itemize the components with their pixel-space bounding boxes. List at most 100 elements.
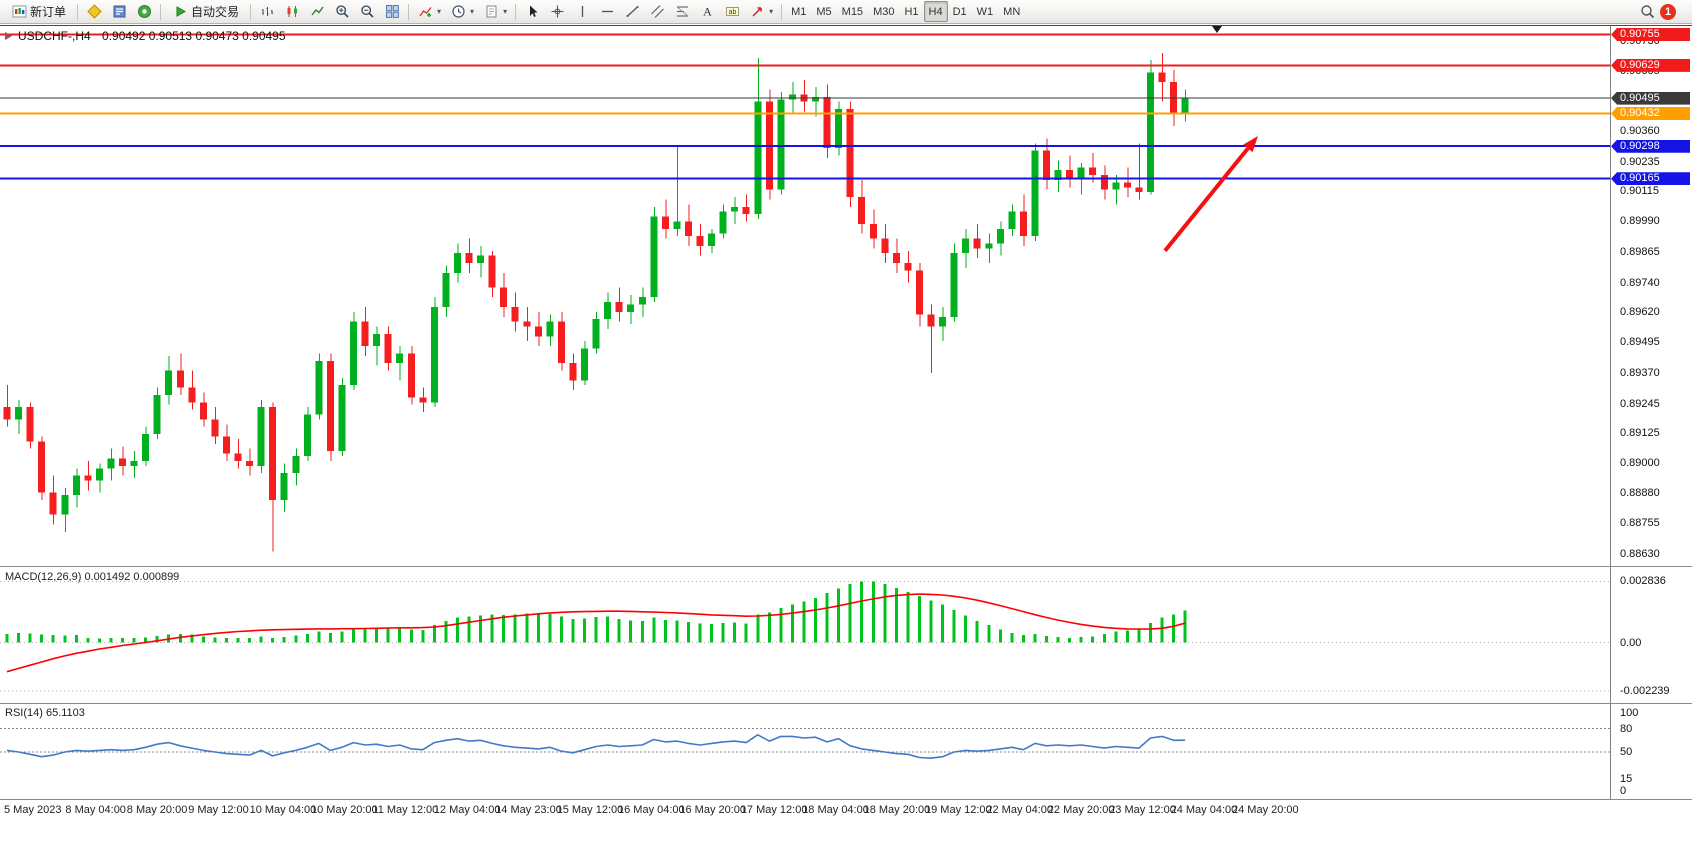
toolbar-separator (781, 3, 783, 20)
rsi-axis-label: 50 (1620, 746, 1633, 758)
text-label-button[interactable]: ab (720, 1, 744, 22)
macd-panel[interactable] (0, 568, 1610, 703)
market-watch-button[interactable] (82, 1, 106, 22)
rsi-axis-label: 0 (1620, 785, 1627, 797)
vertical-line-button[interactable] (570, 1, 594, 22)
candlestick-icon (284, 4, 300, 20)
timeframe-d1-button[interactable]: D1 (948, 1, 972, 22)
chart-window: USDCHF-,H4 0.90492 0.90513 0.90473 0.904… (0, 25, 1692, 861)
new-order-button[interactable]: 新订单 (4, 1, 73, 22)
chevron-down-icon: ▾ (470, 7, 475, 16)
arrows-button[interactable]: ▾ (745, 1, 777, 22)
timeframe-w1-button[interactable]: W1 (972, 1, 999, 22)
timeframe-h4-button[interactable]: H4 (923, 1, 948, 22)
price-chart[interactable] (0, 26, 1610, 566)
price-axis-label: 0.89125 (1620, 426, 1660, 439)
time-axis-label: 23 May 12:00 (1109, 804, 1176, 816)
time-axis-label: 16 May 20:00 (679, 804, 747, 816)
arrow-draw-icon (749, 4, 765, 20)
panel-resize-handle[interactable] (0, 566, 1692, 567)
price-axis-label: 0.89620 (1620, 305, 1660, 318)
rsi-panel[interactable] (0, 705, 1610, 799)
timeframe-mn-button[interactable]: MN (998, 1, 1025, 22)
macd-axis-label: 0.002836 (1620, 575, 1666, 588)
auto-trading-button[interactable]: 自动交易 (165, 1, 246, 22)
timeframe-m30-button[interactable]: M30 (868, 1, 899, 22)
horizontal-line-button[interactable] (595, 1, 619, 22)
community-icon (136, 4, 152, 20)
price-axis[interactable]: 0.907300.906050.903600.902350.901150.899… (1610, 26, 1692, 799)
toolbar-separator (160, 3, 162, 20)
collapse-arrow-icon[interactable] (5, 32, 12, 40)
time-axis-label: 10 May 04:00 (249, 804, 317, 816)
trend-arrow-head[interactable] (1243, 135, 1258, 153)
indicators-icon (417, 4, 433, 20)
timeframe-m1-button[interactable]: M1 (786, 1, 811, 22)
tile-windows-button[interactable] (380, 1, 404, 22)
price-axis-label: 0.90360 (1620, 125, 1660, 138)
time-axis-label: 22 May 20:00 (1047, 804, 1115, 816)
chart-ohlc-values: 0.90492 0.90513 0.90473 0.90495 (102, 29, 286, 43)
channel-icon (649, 4, 665, 20)
time-axis-label: 22 May 04:00 (986, 804, 1054, 816)
notification-badge[interactable]: 1 (1660, 3, 1676, 20)
templates-button[interactable]: ▾ (479, 1, 511, 22)
price-axis-label: 0.89990 (1620, 215, 1660, 228)
timeframe-m15-button[interactable]: M15 (837, 1, 868, 22)
rsi-axis-label: 15 (1620, 773, 1633, 786)
bar-chart-button[interactable] (255, 1, 279, 22)
macd-axis-label: 0.00 (1620, 636, 1642, 649)
time-axis[interactable]: 5 May 2023 8 May 04:00 8 May 20:00 9 May 12… (0, 801, 1692, 819)
rsi-title: RSI(14) 65.1103 (5, 707, 85, 719)
text-label-icon: ab (724, 4, 740, 20)
price-axis-label: 0.89865 (1620, 246, 1660, 259)
trendline-button[interactable] (620, 1, 644, 22)
cursor-button[interactable] (520, 1, 544, 22)
time-axis-label: 17 May 12:00 (740, 804, 808, 816)
time-axis-label: 24 May 20:00 (1232, 804, 1299, 816)
price-axis-label: 0.89245 (1620, 397, 1660, 410)
svg-text:A: A (703, 5, 712, 19)
main-toolbar: 新订单 自动交易 ▾ ▾ ▾ A ab ▾ M1 M5 M15 M30 H1 (0, 0, 1692, 24)
timeframe-h1-button[interactable]: H1 (899, 1, 923, 22)
price-axis-label: 0.89000 (1620, 457, 1660, 470)
zoom-in-button[interactable] (330, 1, 354, 22)
navigator-button[interactable] (107, 1, 131, 22)
timeframe-toolbar: M1 M5 M15 M30 H1 H4 D1 W1 MN (786, 1, 1025, 22)
line-chart-button[interactable] (305, 1, 329, 22)
fibonacci-button[interactable] (670, 1, 694, 22)
periods-button[interactable]: ▾ (446, 1, 478, 22)
line-chart-icon (309, 4, 325, 20)
time-axis-label: 12 May 04:00 (433, 804, 501, 816)
chart-symbol-period: USDCHF-,H4 (18, 29, 91, 43)
price-axis-label: 0.88630 (1620, 547, 1660, 560)
vertical-line-icon (574, 4, 590, 20)
community-button[interactable] (132, 1, 156, 22)
chevron-down-icon: ▾ (503, 7, 508, 16)
macd-title: MACD(12,26,9) 0.001492 0.000899 (5, 571, 179, 583)
timeframe-m5-button[interactable]: M5 (811, 1, 836, 22)
candlestick-chart-button[interactable] (280, 1, 304, 22)
price-axis-label: 0.88880 (1620, 486, 1660, 499)
chart-shift-marker[interactable] (1212, 26, 1222, 33)
rsi-indicator-value: 65.1103 (45, 707, 85, 719)
candles (3, 52, 1189, 552)
text-button[interactable]: A (695, 1, 719, 22)
navigator-icon (111, 4, 127, 20)
search-button[interactable] (1635, 1, 1659, 22)
time-axis-label: 9 May 12:00 (188, 804, 249, 816)
channel-button[interactable] (645, 1, 669, 22)
panel-resize-handle[interactable] (0, 799, 1692, 800)
zoom-out-button[interactable] (355, 1, 379, 22)
trend-arrow[interactable] (1163, 147, 1250, 253)
price-tag-support-line: 0.90165 (1611, 172, 1690, 186)
time-axis-label: 19 May 12:00 (925, 804, 992, 816)
rsi-indicator-name: RSI(14) (5, 707, 43, 719)
crosshair-button[interactable] (545, 1, 569, 22)
rsi-line (6, 733, 1186, 760)
price-axis-label: 0.90115 (1620, 184, 1659, 197)
tile-windows-icon (384, 4, 400, 20)
indicators-button[interactable]: ▾ (413, 1, 445, 22)
auto-trading-label: 自动交易 (191, 5, 240, 19)
panel-resize-handle[interactable] (0, 703, 1692, 704)
